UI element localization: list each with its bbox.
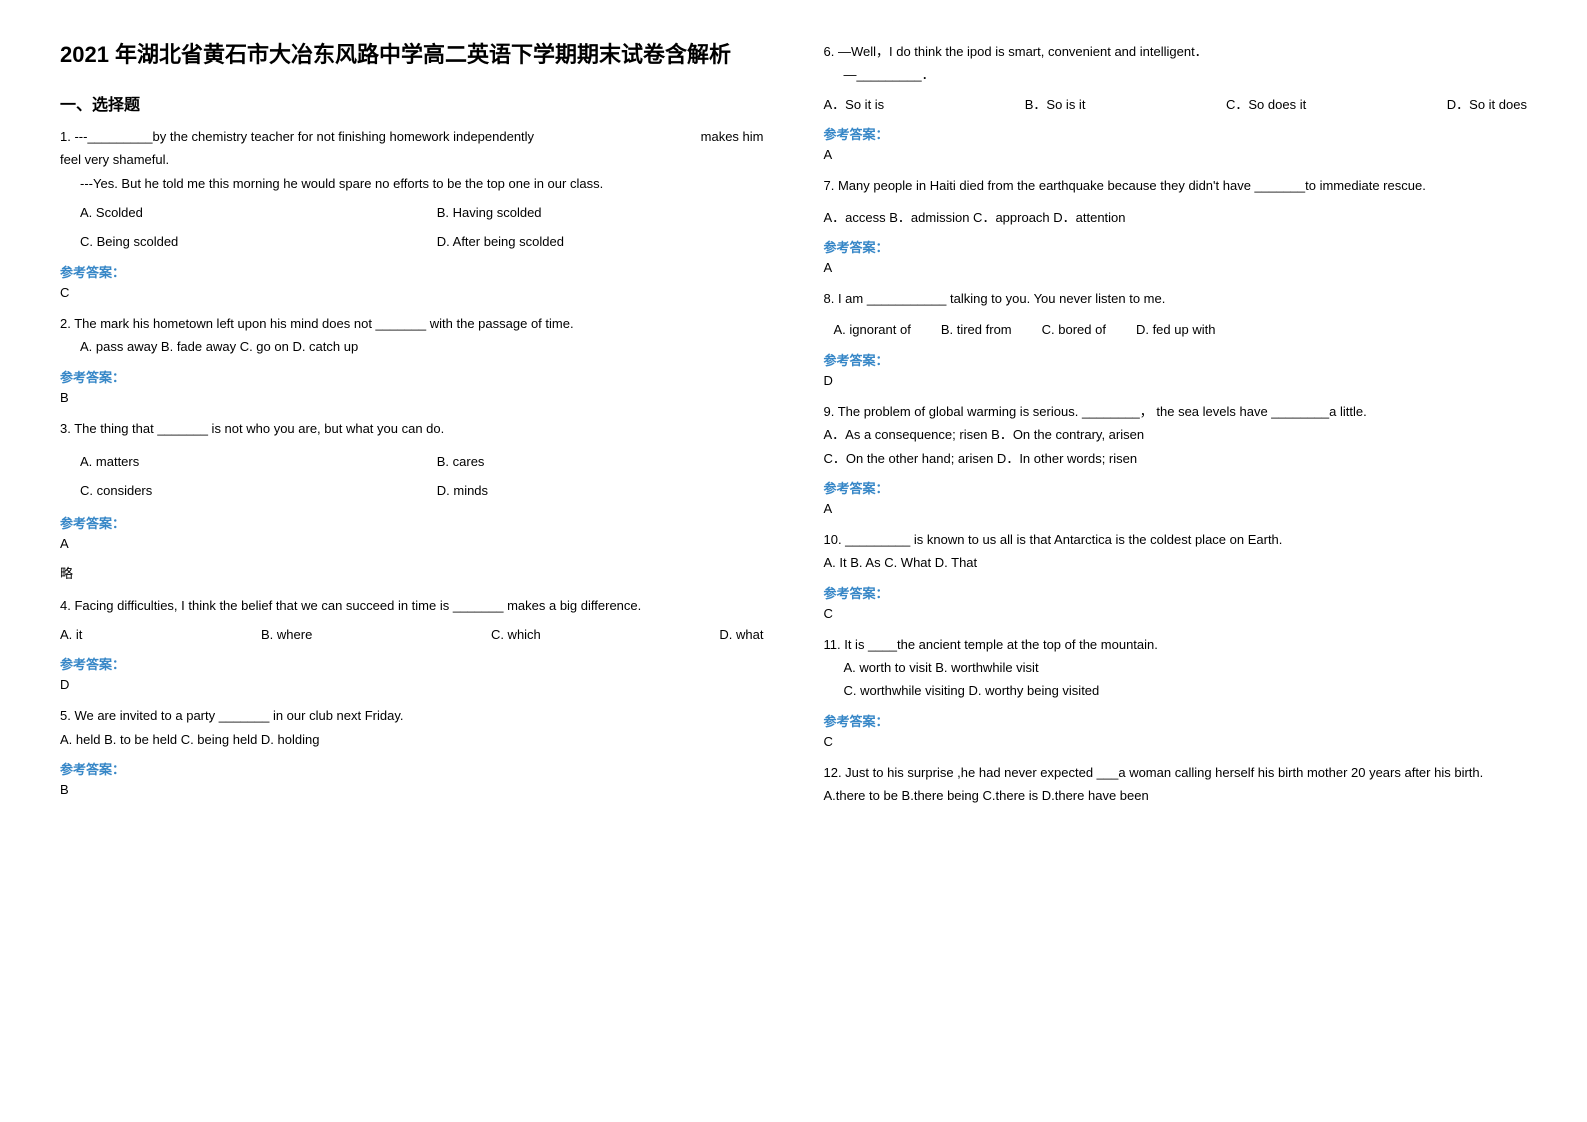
q11-text: 11. It is ____the ancient temple at the …: [824, 633, 1528, 656]
question-12: 12. Just to his surprise ,he had never e…: [824, 761, 1528, 808]
answer-label: 参考答案：: [824, 583, 1528, 602]
exam-title: 2021 年湖北省黄石市大冶东风路中学高二英语下学期期末试卷含解析: [60, 40, 764, 71]
q5-text: 5. We are invited to a party _______ in …: [60, 704, 764, 727]
answer-label: 参考答案：: [60, 367, 764, 386]
q1-optC: C. Being scolded: [80, 230, 407, 253]
question-8: 8. I am ___________ talking to you. You …: [824, 287, 1528, 342]
q6-optB: B．So is it: [1025, 93, 1086, 116]
q8-optA: A. ignorant of: [834, 318, 911, 341]
q4-text: 4. Facing difficulties, I think the beli…: [60, 594, 764, 617]
q6-line2: —_________．: [844, 63, 1528, 86]
answer-label: 参考答案：: [824, 237, 1528, 256]
q5-opts: A. held B. to be held C. being held D. h…: [60, 728, 764, 751]
question-6: 6. —Well，I do think the ipod is smart, c…: [824, 40, 1528, 116]
q8-optB: B. tired from: [941, 318, 1012, 341]
q1-answer: C: [60, 285, 764, 300]
q12-opts: A.there to be B.there being C.there is D…: [824, 784, 1528, 807]
q6-answer: A: [824, 147, 1528, 162]
question-9: 9. The problem of global warming is seri…: [824, 400, 1528, 470]
q4-optA: A. it: [60, 623, 82, 646]
answer-label: 参考答案：: [60, 759, 764, 778]
q2-answer: B: [60, 390, 764, 405]
q4-answer: D: [60, 677, 764, 692]
answer-label: 参考答案：: [824, 350, 1528, 369]
q2-opts: A. pass away B. fade away C. go on D. ca…: [80, 335, 764, 358]
q6-line1: 6. —Well，I do think the ipod is smart, c…: [824, 40, 1528, 63]
answer-label: 参考答案：: [824, 124, 1528, 143]
right-column: 6. —Well，I do think the ipod is smart, c…: [824, 40, 1528, 816]
q1-optD: D. After being scolded: [437, 230, 764, 253]
q10-opts: A. It B. As C. What D. That: [824, 551, 1528, 574]
q3-optB: B. cares: [437, 450, 764, 473]
q6-optC: C．So does it: [1226, 93, 1306, 116]
q8-text: 8. I am ___________ talking to you. You …: [824, 287, 1528, 310]
q3-text: 3. The thing that _______ is not who you…: [60, 417, 764, 440]
q3-optC: C. considers: [80, 479, 407, 502]
q7-text: 7. Many people in Haiti died from the ea…: [824, 174, 1528, 197]
q3-optA: A. matters: [80, 450, 407, 473]
question-7: 7. Many people in Haiti died from the ea…: [824, 174, 1528, 229]
question-10: 10. _________ is known to us all is that…: [824, 528, 1528, 575]
q7-opts: A．access B．admission C．approach D．attent…: [824, 206, 1528, 229]
answer-label: 参考答案：: [60, 513, 764, 532]
q1-line3: ---Yes. But he told me this morning he w…: [80, 172, 764, 195]
q10-answer: C: [824, 606, 1528, 621]
q3-optD: D. minds: [437, 479, 764, 502]
question-4: 4. Facing difficulties, I think the beli…: [60, 594, 764, 647]
q9-text: 9. The problem of global warming is seri…: [824, 400, 1528, 423]
q4-optB: B. where: [261, 623, 312, 646]
q7-answer: A: [824, 260, 1528, 275]
q9-answer: A: [824, 501, 1528, 516]
answer-label: 参考答案：: [824, 711, 1528, 730]
answer-label: 参考答案：: [60, 654, 764, 673]
q1-line1: 1. ---_________by the chemistry teacher …: [60, 125, 534, 148]
q3-answer: A: [60, 536, 764, 551]
q8-optC: C. bored of: [1042, 318, 1106, 341]
answer-label: 参考答案：: [60, 262, 764, 281]
answer-label: 参考答案：: [824, 478, 1528, 497]
q5-answer: B: [60, 782, 764, 797]
q1-line2: feel very shameful.: [60, 148, 764, 171]
q6-optD: D．So it does: [1447, 93, 1527, 116]
q8-optD: D. fed up with: [1136, 318, 1216, 341]
q4-optD: D. what: [719, 623, 763, 646]
left-column: 2021 年湖北省黄石市大冶东风路中学高二英语下学期期末试卷含解析 一、选择题 …: [60, 40, 764, 816]
question-3: 3. The thing that _______ is not who you…: [60, 417, 764, 503]
q11-answer: C: [824, 734, 1528, 749]
q11-line2: A. worth to visit B. worthwhile visit: [844, 656, 1528, 679]
q1-line1-end: makes him: [701, 125, 764, 148]
q4-optC: C. which: [491, 623, 541, 646]
question-5: 5. We are invited to a party _______ in …: [60, 704, 764, 751]
q3-omit: 略: [60, 563, 764, 582]
question-1: 1. ---_________by the chemistry teacher …: [60, 125, 764, 254]
q9-line3: C．On the other hand; arisen D．In other w…: [824, 447, 1528, 470]
q2-text: 2. The mark his hometown left upon his m…: [60, 312, 764, 335]
q1-optB: B. Having scolded: [437, 201, 764, 224]
q10-text: 10. _________ is known to us all is that…: [824, 528, 1528, 551]
q8-answer: D: [824, 373, 1528, 388]
question-11: 11. It is ____the ancient temple at the …: [824, 633, 1528, 703]
section-header: 一、选择题: [60, 91, 764, 115]
q1-optA: A. Scolded: [80, 201, 407, 224]
q6-optA: A．So it is: [824, 93, 885, 116]
q9-line2: A．As a consequence; risen B．On the contr…: [824, 423, 1528, 446]
q11-line3: C. worthwhile visiting D. worthy being v…: [844, 679, 1528, 702]
q12-text: 12. Just to his surprise ,he had never e…: [824, 761, 1528, 784]
question-2: 2. The mark his hometown left upon his m…: [60, 312, 764, 359]
